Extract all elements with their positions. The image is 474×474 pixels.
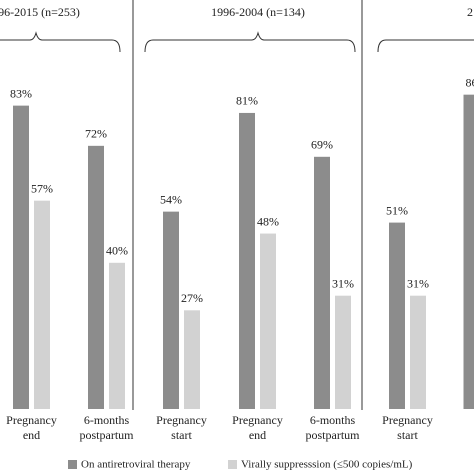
brace — [144, 31, 356, 53]
x-tick-label-line: 6-months — [310, 413, 356, 427]
value-label: 83% — [10, 86, 32, 100]
panel-title: 2 — [467, 5, 473, 19]
x-tick-label-line: Pregnancy — [382, 413, 433, 427]
bar — [314, 156, 330, 409]
panel-title: 1996-2004 (n=134) — [211, 5, 305, 19]
value-label: 31% — [332, 276, 354, 290]
bar — [260, 233, 276, 409]
x-tick-label-line: Pregnancy — [232, 413, 283, 427]
bar — [463, 94, 474, 410]
legend-label: Virally suppresssion (≤500 copies/mL) — [241, 459, 413, 471]
x-tick-label: 6-months postpartum — [80, 413, 135, 442]
value-label: 51% — [386, 203, 408, 217]
bar — [335, 295, 351, 409]
bar — [184, 310, 200, 409]
bar — [34, 200, 50, 409]
bar — [163, 211, 179, 409]
value-label: 54% — [160, 192, 182, 206]
x-tick-label: 6-months postpartum — [306, 413, 361, 442]
x-tick-label-line: end — [249, 428, 266, 442]
x-tick-label: Pregnancy start — [156, 413, 207, 442]
legend-label: On antiretroviral therapy — [81, 459, 191, 471]
bar — [88, 145, 104, 409]
x-tick-label: Pregnancy end — [6, 413, 57, 442]
x-tick-label-line: end — [23, 428, 40, 442]
bar — [13, 105, 29, 409]
panel-title: 996-2015 (n=253) — [0, 5, 80, 19]
legend-swatch — [228, 460, 237, 469]
x-tick-label-line: start — [171, 428, 192, 442]
x-tick-label-line: Pregnancy — [156, 413, 207, 427]
x-tick-label: Pregnancy end — [232, 413, 283, 442]
brace — [0, 31, 121, 53]
value-label: 86 — [466, 75, 474, 89]
x-tick-label-line: Pregnancy — [6, 413, 57, 427]
x-tick-label-line: start — [397, 428, 418, 442]
value-label: 69% — [311, 138, 333, 152]
bar — [239, 112, 255, 409]
value-label: 48% — [257, 214, 279, 228]
x-tick-label-line: postpartum — [306, 428, 361, 442]
value-label: 72% — [85, 127, 107, 141]
x-tick-label: Pregnancy start — [382, 413, 433, 442]
x-tick-label-line: 6-months — [84, 413, 130, 427]
value-label: 27% — [181, 291, 203, 305]
value-label: 31% — [407, 276, 429, 290]
brace — [377, 39, 474, 53]
value-label: 57% — [31, 181, 53, 195]
bar — [410, 295, 426, 409]
x-tick-label-line: postpartum — [80, 428, 135, 442]
legend-swatch — [68, 460, 77, 469]
value-label: 40% — [106, 244, 128, 258]
bar — [389, 222, 405, 409]
value-label: 81% — [236, 94, 258, 108]
bar — [109, 262, 125, 409]
